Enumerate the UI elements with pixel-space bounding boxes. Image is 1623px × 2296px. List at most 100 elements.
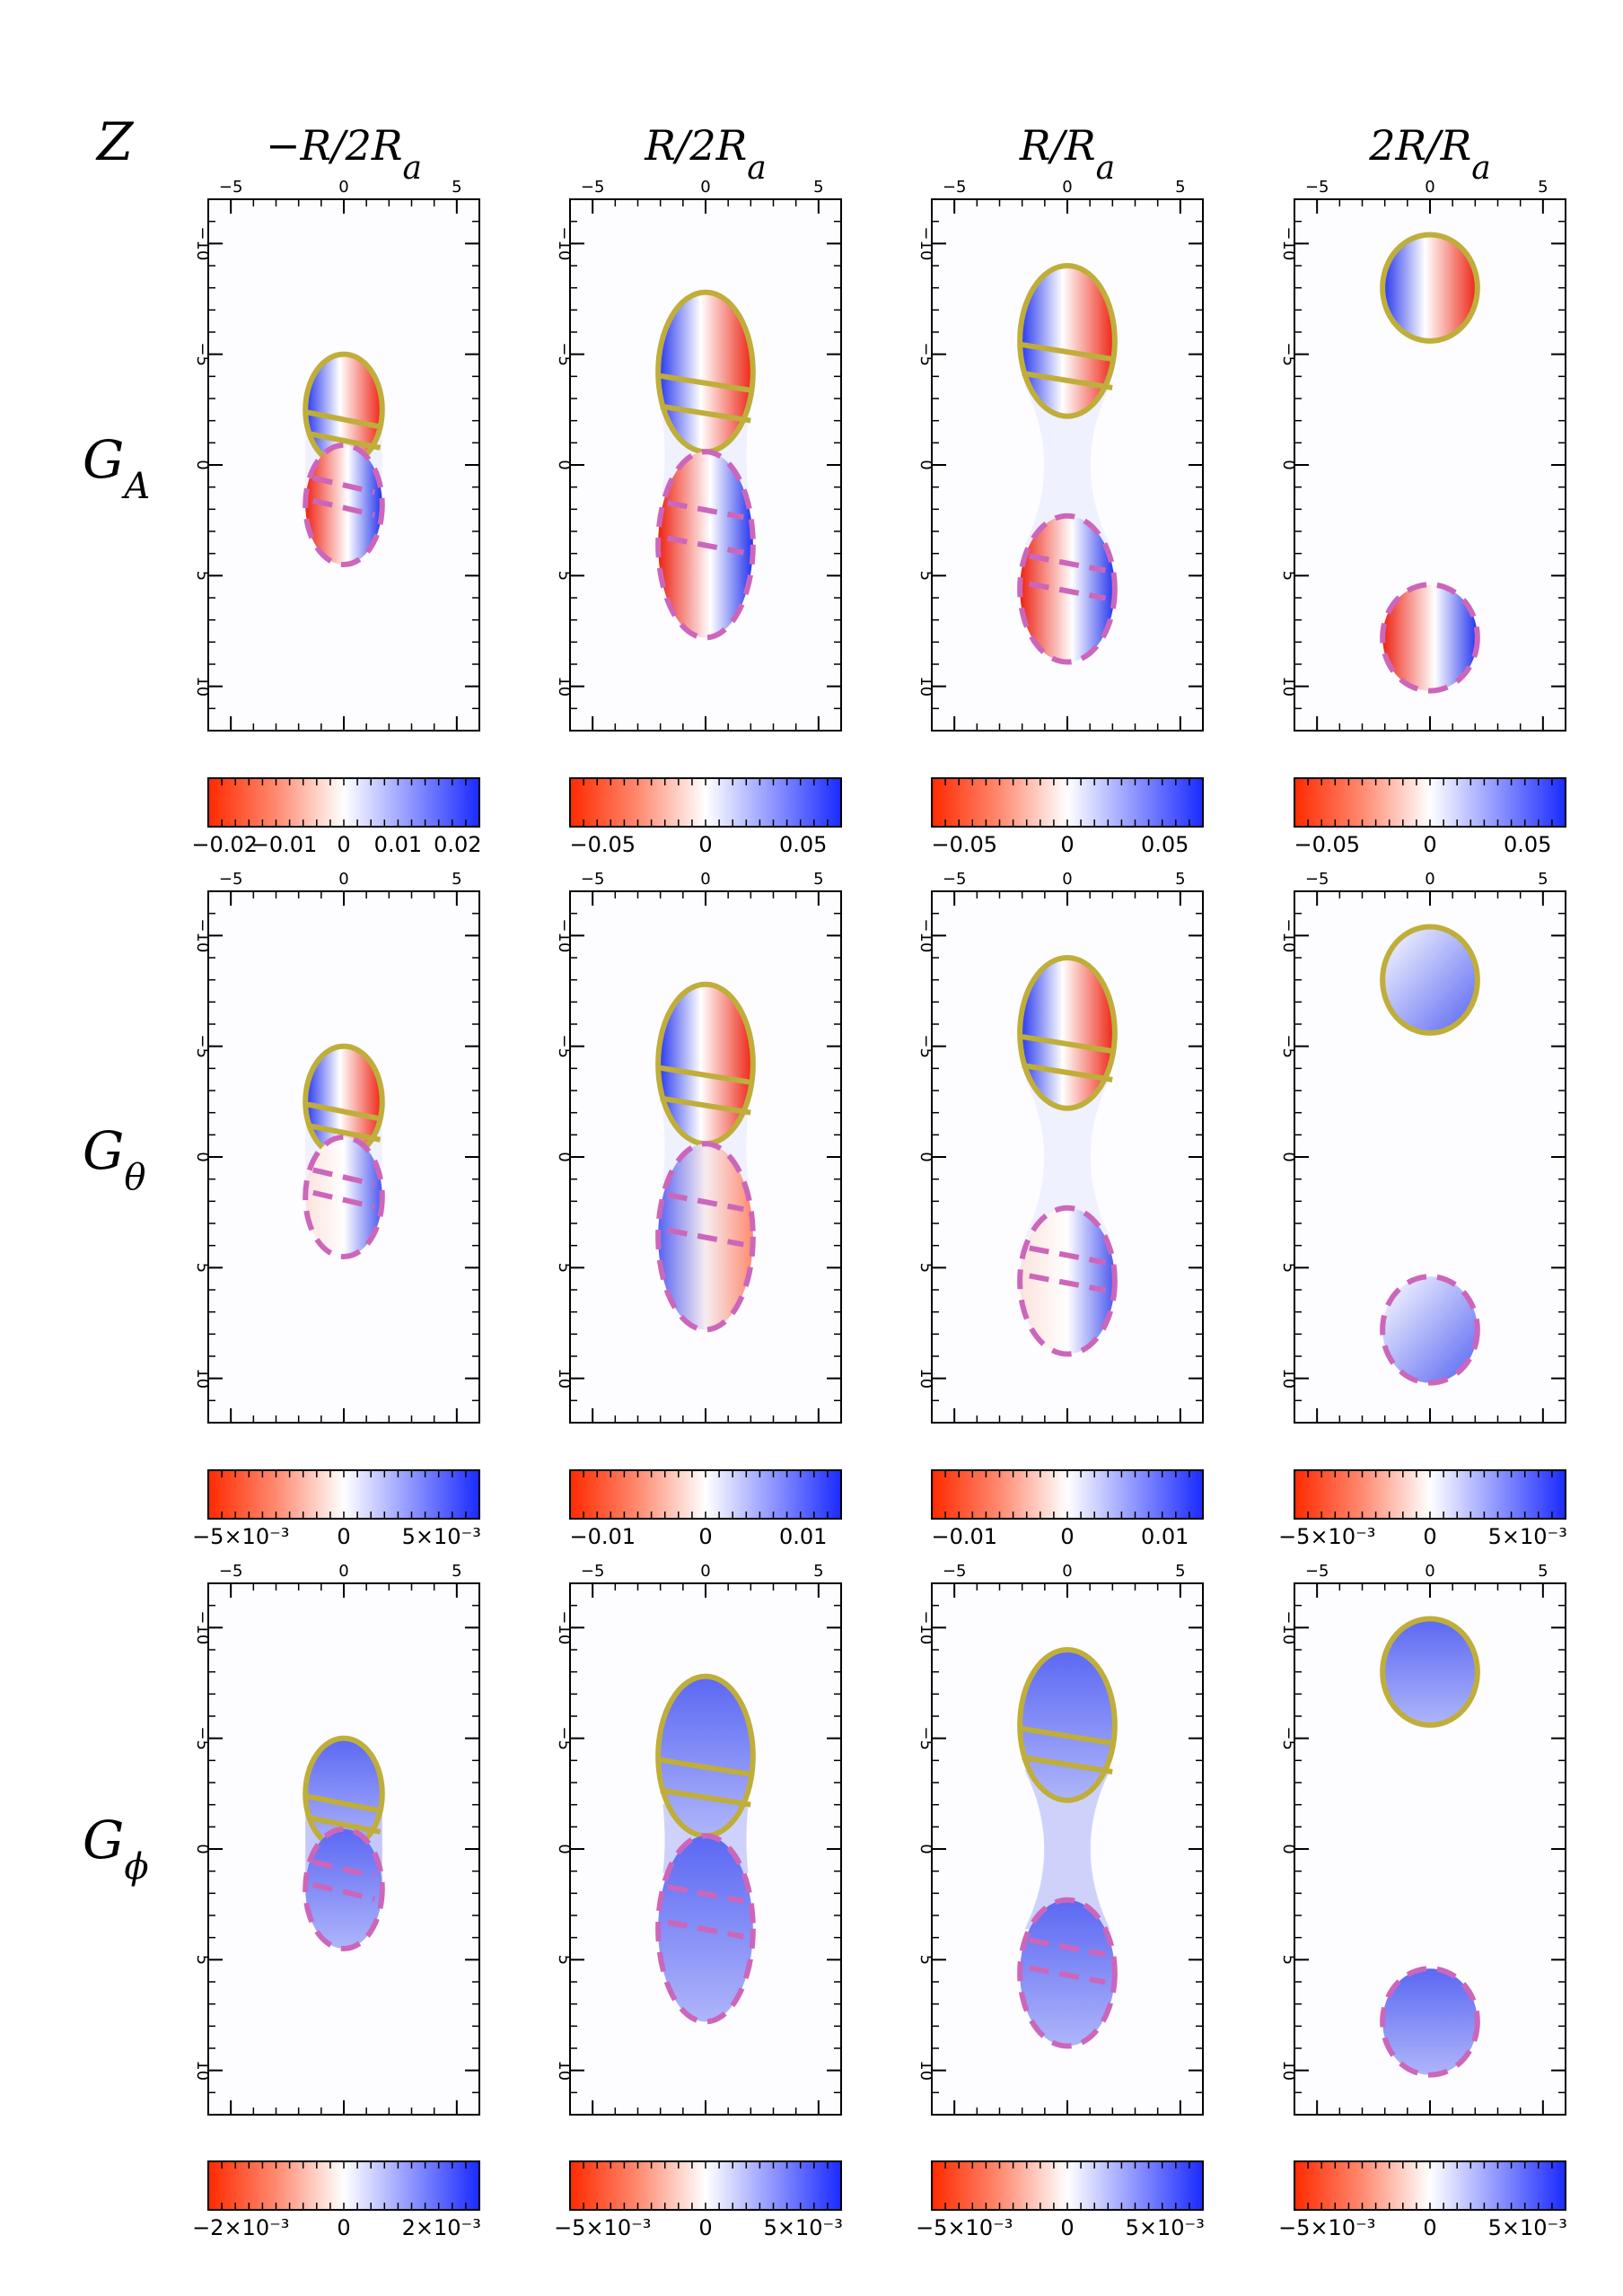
colorbar: −5×10⁻³ 0 5×10⁻³ — [1278, 2160, 1567, 2240]
x-tick-label: 0 — [1425, 870, 1434, 889]
colorbar-gradient — [1294, 2160, 1566, 2211]
y-tick-label: −5 — [193, 1726, 212, 1750]
y-tick-label: 10 — [555, 676, 574, 697]
z-label: Z — [95, 111, 135, 172]
y-tick-label: −5 — [555, 342, 574, 366]
x-tick-label: 5 — [1538, 1562, 1548, 1581]
x-tick-label: 5 — [1175, 178, 1185, 197]
dashed-contour — [312, 475, 375, 495]
y-tick-label: 0 — [193, 1844, 212, 1853]
solid-contour — [660, 403, 751, 424]
y-tick-label: −5 — [917, 342, 935, 366]
y-tick-label: 0 — [1279, 1152, 1298, 1161]
y-tick-label: 5 — [555, 571, 574, 581]
x-tick-label: 5 — [1175, 1562, 1185, 1581]
lower-lobe — [1380, 1274, 1480, 1386]
y-tick-label: 0 — [193, 460, 212, 469]
heatmap-panel: −5 0 5 −10 −5 0 5 10 — [555, 1562, 842, 2116]
neck-region — [1024, 1770, 1110, 1930]
dashed-contour — [1029, 1245, 1106, 1266]
y-tick-label: 10 — [193, 676, 212, 697]
y-tick-label: −5 — [193, 1034, 212, 1058]
y-tick-label: 10 — [917, 2060, 935, 2081]
dashed-contour — [667, 535, 744, 556]
y-tick-label: −5 — [1279, 1726, 1298, 1750]
x-tick-label: 0 — [1425, 1562, 1434, 1581]
solid-contour — [660, 1757, 751, 1777]
colorbar-tick-label: −0.01 — [251, 832, 318, 857]
colorbar-tick-label: 0 — [1060, 2215, 1074, 2240]
heatmap-panel: −5 0 5 −10 −5 0 5 10 — [1279, 870, 1566, 1424]
colorbar: −5×10⁻³ 0 5×10⁻³ — [554, 2160, 843, 2240]
solid-contour — [1022, 1062, 1113, 1082]
colorbar: −0.05 0 0.05 — [931, 777, 1204, 857]
heatmap-panel: −5 0 5 −10 −5 0 5 10 — [1279, 178, 1566, 732]
colorbar-tick-label: −0.02 — [191, 832, 258, 857]
y-tick-label: −10 — [1279, 226, 1298, 260]
y-tick-label: −5 — [917, 1726, 935, 1750]
heatmap-panel: −5 0 5 −10 −5 0 5 10 — [193, 1562, 480, 2116]
solid-contour — [306, 409, 382, 430]
neck-region — [1024, 386, 1110, 546]
colorbar-tick-label: 0 — [1423, 832, 1436, 857]
column-label: −R/2Ra — [266, 121, 422, 187]
y-tick-label: −10 — [193, 226, 212, 260]
colorbar-tick-label: 0 — [1060, 832, 1074, 857]
solid-contour — [660, 372, 751, 393]
solid-contour — [306, 1814, 382, 1835]
y-tick-label: 0 — [555, 1152, 574, 1161]
y-tick-label: −10 — [917, 1610, 935, 1644]
colorbar-tick-label: 0.05 — [1504, 832, 1551, 857]
x-tick-label: 5 — [1175, 870, 1185, 889]
x-tick-label: −5 — [1305, 1562, 1329, 1581]
colorbar: −0.01 0 0.01 — [569, 1469, 842, 1549]
colorbar-tick-label: 0 — [1423, 1524, 1436, 1549]
x-tick-label: 5 — [1538, 178, 1548, 197]
heatmap-panel: −5 0 5 −10 −5 0 5 10 — [1279, 1562, 1566, 2116]
y-tick-label: −10 — [1279, 918, 1298, 952]
y-tick-label: −5 — [555, 1726, 574, 1750]
upper-lobe — [1017, 263, 1118, 419]
y-tick-label: 10 — [555, 1368, 574, 1389]
colorbar: −0.01 0 0.01 — [931, 1469, 1204, 1549]
colorbar: −5×10⁻³ 0 5×10⁻³ — [1278, 1469, 1567, 1549]
y-tick-label: −5 — [1279, 342, 1298, 366]
solid-contour — [1022, 342, 1113, 363]
x-tick-label: 0 — [1062, 1562, 1072, 1581]
x-tick-label: 0 — [700, 1562, 710, 1581]
colorbar-tick-label: 0 — [698, 832, 712, 857]
y-tick-label: −5 — [555, 1034, 574, 1058]
y-tick-label: −5 — [193, 342, 212, 366]
x-tick-label: −5 — [219, 870, 243, 889]
colorbar-tick-label: 5×10⁻³ — [1126, 2215, 1205, 2240]
x-tick-label: 5 — [1538, 870, 1548, 889]
colorbar-tick-label: 0.01 — [779, 1524, 827, 1549]
y-tick-label: −10 — [1279, 1610, 1298, 1644]
x-tick-label: 0 — [338, 870, 348, 889]
colorbar-gradient — [931, 777, 1204, 828]
x-tick-label: 0 — [338, 178, 348, 197]
colorbar-tick-label: 2×10⁻³ — [402, 2215, 481, 2240]
solid-contour — [306, 1793, 382, 1814]
y-tick-label: −5 — [1279, 1034, 1298, 1058]
colorbar-tick-label: 0.05 — [1141, 832, 1189, 857]
x-tick-label: −5 — [943, 1562, 967, 1581]
colorbar-tick-label: −0.05 — [1294, 832, 1360, 857]
colorbar: −0.02−0.01 0 0.01 0.02 — [191, 777, 482, 857]
upper-lobe — [1017, 955, 1118, 1111]
row-label: Gθ — [83, 1120, 145, 1198]
y-tick-label: 5 — [1279, 1955, 1298, 1965]
solid-contour — [1022, 1754, 1113, 1775]
y-tick-label: 5 — [555, 1263, 574, 1273]
x-tick-label: −5 — [581, 870, 605, 889]
colorbar-tick-label: 0.02 — [434, 832, 481, 857]
x-tick-label: 0 — [700, 178, 710, 197]
x-tick-label: −5 — [581, 1562, 605, 1581]
y-tick-label: 10 — [917, 1368, 935, 1389]
y-tick-label: −10 — [193, 918, 212, 952]
colorbar: −0.05 0 0.05 — [1294, 777, 1566, 857]
heatmap-panel: −5 0 5 −10 −5 0 5 10 — [917, 870, 1204, 1424]
dashed-contour — [312, 1859, 375, 1880]
heatmap-panel: −5 0 5 −10 −5 0 5 10 — [917, 1562, 1204, 2116]
colorbar-gradient — [1294, 777, 1566, 828]
